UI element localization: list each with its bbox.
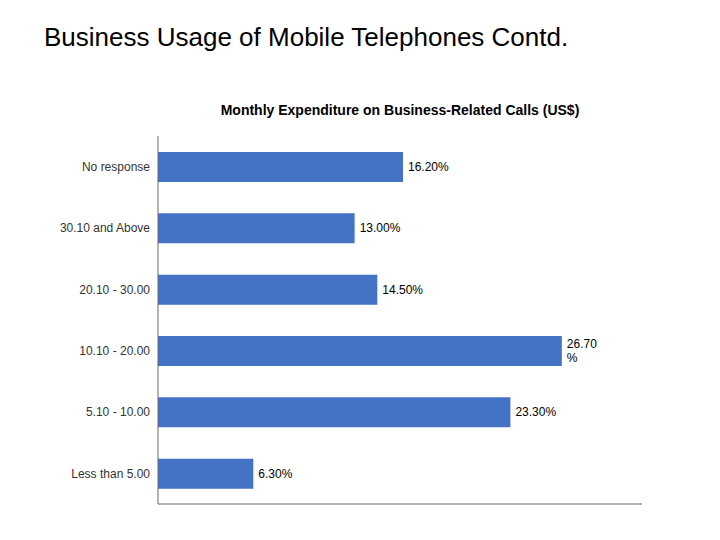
svg-text:6.30%: 6.30% (258, 467, 292, 481)
svg-text:14.50%: 14.50% (382, 283, 423, 297)
svg-text:26.70%: 26.70% (567, 337, 597, 365)
svg-text:5.10 - 10.00: 5.10 - 10.00 (86, 405, 150, 419)
svg-text:20.10 - 30.00: 20.10 - 30.00 (79, 283, 150, 297)
svg-text:23.30%: 23.30% (515, 405, 556, 419)
html-text:Monthly Expenditure on Busines: Monthly Expenditure on Business-Related … (220, 102, 580, 118)
svg-text:13.00%: 13.00% (360, 221, 401, 235)
svg-text:No response: No response (82, 160, 150, 174)
svg-text:16.20%: 16.20% (408, 160, 449, 174)
svg-text:30.10 and Above: 30.10 and Above (60, 221, 150, 235)
svg-text:Less than 5.00: Less than 5.00 (71, 467, 150, 481)
svg-text:10.10 - 20.00: 10.10 - 20.00 (79, 344, 150, 358)
html-text:Business Usage of Mobile Telep: Business Usage of Mobile Telephones Cont… (44, 22, 569, 52)
